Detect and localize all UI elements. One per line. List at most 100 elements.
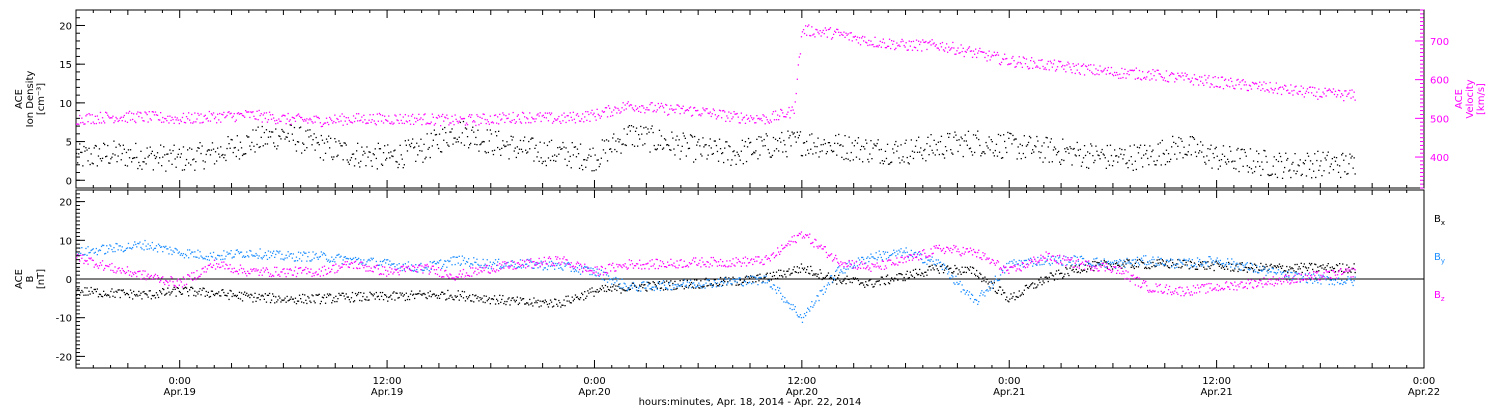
data-point — [1307, 155, 1310, 157]
data-point — [1292, 268, 1294, 270]
data-point — [785, 276, 787, 278]
data-point — [654, 104, 656, 107]
data-point — [1262, 265, 1264, 267]
data-point — [511, 260, 513, 262]
data-point — [751, 153, 753, 156]
data-point — [382, 260, 385, 262]
data-point — [1146, 149, 1148, 152]
data-point — [282, 114, 284, 116]
data-point — [351, 122, 354, 124]
data-point — [1106, 144, 1108, 147]
data-point — [289, 298, 291, 300]
data-point — [995, 143, 998, 145]
data-point — [763, 138, 765, 141]
data-point — [741, 119, 743, 121]
data-point — [339, 142, 341, 145]
data-point — [1035, 287, 1037, 289]
data-point — [896, 250, 898, 252]
data-point — [1093, 270, 1095, 272]
data-point — [747, 276, 750, 278]
data-point — [1153, 75, 1155, 77]
data-point — [833, 277, 835, 279]
data-point — [1171, 146, 1173, 148]
data-point — [640, 125, 642, 128]
data-point — [362, 121, 364, 123]
data-point — [406, 298, 409, 301]
data-point — [567, 295, 569, 297]
data-point — [466, 136, 469, 138]
data-point — [204, 161, 206, 163]
data-point — [110, 158, 112, 160]
data-point — [463, 257, 466, 259]
data-point — [475, 124, 477, 127]
data-point — [1008, 137, 1010, 139]
data-point — [1081, 65, 1084, 67]
data-point — [1250, 262, 1253, 265]
data-point — [306, 118, 308, 120]
data-point — [346, 296, 348, 298]
data-point — [1241, 80, 1243, 82]
data-point — [1010, 133, 1012, 135]
data-point — [1040, 151, 1042, 154]
data-point — [732, 278, 734, 281]
data-point — [577, 271, 580, 273]
data-point — [605, 107, 608, 109]
data-point — [435, 116, 438, 119]
data-point — [679, 280, 681, 282]
data-point — [315, 252, 317, 255]
data-point — [921, 50, 923, 52]
data-point — [913, 252, 916, 254]
data-point — [159, 157, 161, 159]
data-point — [408, 298, 411, 301]
data-point — [174, 247, 176, 250]
data-point — [1317, 98, 1319, 100]
data-point — [927, 259, 929, 261]
data-point — [747, 117, 750, 119]
data-point — [262, 256, 264, 258]
data-point — [745, 275, 748, 277]
data-point — [352, 115, 355, 117]
data-point — [1216, 257, 1218, 259]
data-point — [710, 283, 712, 285]
data-point — [965, 140, 967, 142]
data-point — [563, 146, 565, 148]
data-point — [423, 269, 425, 271]
data-point — [1103, 69, 1105, 71]
data-point — [1271, 267, 1273, 269]
data-point — [532, 137, 534, 139]
data-point — [960, 136, 962, 138]
data-point — [530, 122, 532, 124]
data-point — [989, 287, 991, 289]
data-point — [755, 122, 757, 124]
data-point — [1025, 145, 1028, 147]
data-point — [1111, 165, 1114, 167]
data-point — [1140, 79, 1143, 81]
data-point — [1265, 82, 1267, 85]
data-point — [859, 282, 862, 284]
data-point — [1003, 134, 1005, 136]
data-point — [802, 316, 805, 319]
data-point — [374, 148, 376, 150]
data-point — [222, 153, 224, 156]
data-point — [502, 266, 504, 269]
data-point — [583, 121, 585, 123]
data-point — [290, 123, 292, 125]
data-point — [970, 151, 973, 153]
data-point — [577, 115, 580, 117]
data-point — [254, 292, 256, 294]
data-point — [305, 120, 307, 122]
data-point — [521, 298, 524, 300]
data-point — [239, 141, 242, 143]
data-point — [1066, 64, 1068, 66]
data-point — [864, 36, 866, 38]
data-point — [920, 147, 922, 149]
data-point — [1260, 89, 1262, 91]
data-point — [1238, 263, 1240, 265]
data-point — [947, 132, 949, 135]
data-point — [426, 122, 428, 124]
data-point — [1123, 259, 1125, 261]
data-point — [1275, 273, 1277, 275]
data-point — [1182, 75, 1184, 77]
data-point — [241, 154, 244, 157]
data-point — [1312, 86, 1314, 88]
